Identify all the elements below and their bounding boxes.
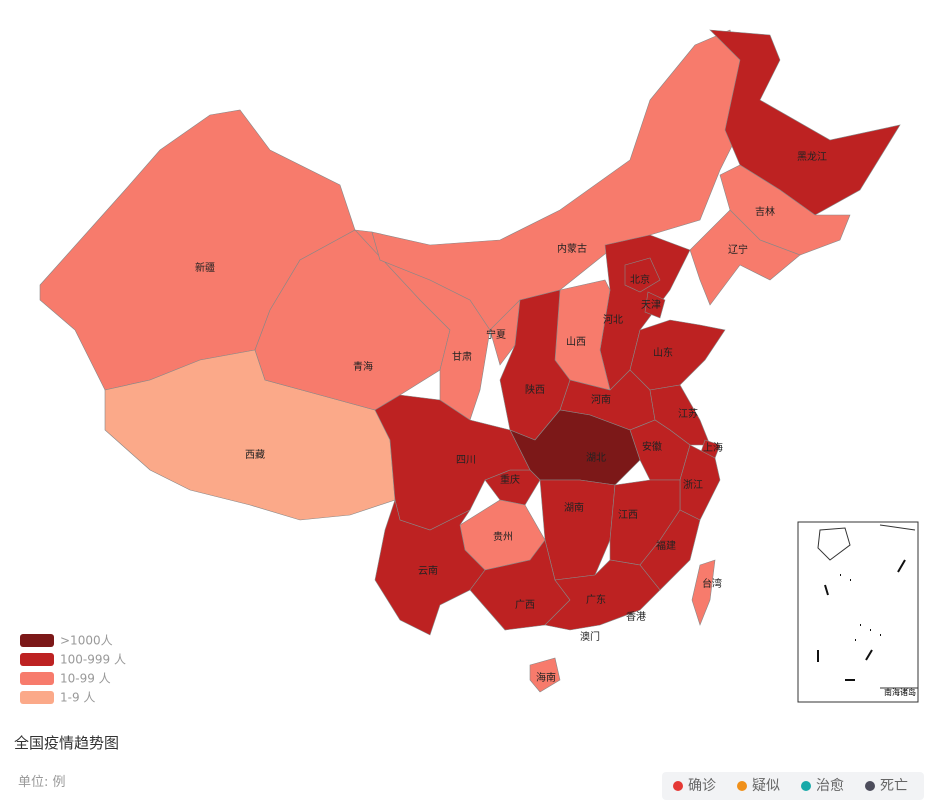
province-label: 湖南 bbox=[564, 501, 584, 514]
legend-label: 10-99 人 bbox=[60, 672, 111, 686]
series-legend-dot[interactable] bbox=[865, 781, 875, 791]
province-label: 宁夏 bbox=[486, 328, 506, 341]
province-label: 江西 bbox=[618, 509, 638, 521]
province-label: 陕西 bbox=[525, 383, 545, 396]
series-legend-label: 治愈 bbox=[816, 778, 844, 794]
province-label: 内蒙古 bbox=[557, 242, 587, 255]
legend-label: 100-999 人 bbox=[60, 653, 126, 667]
series-legend-label: 疑似 bbox=[752, 778, 780, 794]
inset-label: 南海诸岛 bbox=[884, 687, 916, 697]
series-legend: 确诊 疑似 治愈 死亡 bbox=[673, 778, 908, 794]
province-label: 海南 bbox=[536, 671, 556, 684]
province-label: 河南 bbox=[591, 393, 611, 406]
province[interactable] bbox=[691, 559, 716, 626]
province-label: 新疆 bbox=[195, 261, 215, 274]
province-label: 四川 bbox=[456, 455, 476, 466]
province-label: 安徽 bbox=[642, 440, 662, 453]
province[interactable] bbox=[544, 559, 661, 631]
province-label: 澳门 bbox=[580, 630, 600, 643]
legend-swatch[interactable] bbox=[20, 634, 54, 647]
inset-box bbox=[797, 521, 919, 703]
province-label: 香港 bbox=[626, 611, 646, 623]
unit: 单位: 例 bbox=[18, 775, 66, 790]
legend-swatch[interactable] bbox=[20, 691, 54, 704]
series-legend-bg bbox=[662, 772, 924, 800]
province-label: 天津 bbox=[641, 299, 661, 311]
series-legend-dot[interactable] bbox=[737, 781, 747, 791]
legend-swatch[interactable] bbox=[20, 653, 54, 666]
province-label: 云南 bbox=[418, 564, 438, 577]
province-label: 北京 bbox=[630, 273, 650, 286]
province-label: 江苏 bbox=[678, 407, 698, 420]
province[interactable] bbox=[529, 657, 561, 693]
map-legend: >1000人 100-999 人 10-99 人 1-9 人 bbox=[20, 634, 126, 705]
province-label: 台湾 bbox=[702, 577, 722, 590]
province[interactable] bbox=[629, 319, 726, 391]
province-label: 浙江 bbox=[683, 479, 703, 491]
series-legend-label: 死亡 bbox=[880, 778, 908, 794]
legend-swatch[interactable] bbox=[20, 672, 54, 685]
province-label: 重庆 bbox=[500, 473, 520, 486]
series-legend-dot[interactable] bbox=[673, 781, 683, 791]
province-label: 黑龙江 bbox=[797, 150, 827, 163]
province-label: 湖北 bbox=[586, 452, 606, 464]
province-label: 甘肃 bbox=[452, 350, 472, 363]
province-label: 贵州 bbox=[493, 530, 513, 543]
province-label: 青海 bbox=[353, 360, 373, 373]
series-legend-dot[interactable] bbox=[801, 781, 811, 791]
province-label: 河北 bbox=[603, 314, 623, 326]
province[interactable] bbox=[644, 291, 666, 319]
province-label: 辽宁 bbox=[728, 243, 748, 256]
series-legend-label: 确诊 bbox=[688, 778, 716, 794]
province-label: 广东 bbox=[586, 593, 606, 606]
province-label: 福建 bbox=[656, 539, 676, 552]
legend-label: 1-9 人 bbox=[60, 691, 95, 705]
province-label: 山西 bbox=[566, 336, 586, 348]
inset-coast bbox=[817, 524, 916, 561]
province[interactable] bbox=[371, 29, 761, 331]
province[interactable] bbox=[624, 257, 661, 293]
province-label: 广西 bbox=[515, 599, 535, 611]
title: 全国疫情趋势图 bbox=[14, 734, 119, 752]
province-label: 上海 bbox=[703, 441, 723, 454]
province[interactable] bbox=[709, 29, 901, 216]
province-label: 山东 bbox=[653, 346, 673, 359]
inset-islands bbox=[817, 559, 906, 681]
legend-label: >1000人 bbox=[60, 634, 113, 648]
province-label: 吉林 bbox=[755, 205, 775, 218]
province[interactable] bbox=[689, 209, 801, 306]
province-label: 西藏 bbox=[245, 449, 265, 461]
